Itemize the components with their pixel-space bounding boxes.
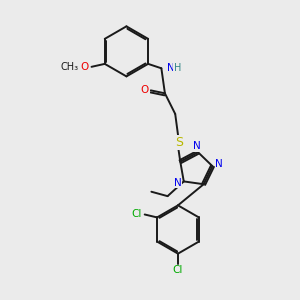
Text: N: N (174, 178, 182, 188)
Text: S: S (175, 136, 183, 149)
Text: N: N (215, 159, 223, 169)
Text: Cl: Cl (173, 266, 183, 275)
Text: O: O (141, 85, 149, 95)
Text: N: N (167, 63, 175, 73)
Text: N: N (193, 141, 201, 151)
Text: CH₃: CH₃ (60, 62, 79, 72)
Text: H: H (174, 63, 181, 73)
Text: Cl: Cl (131, 209, 142, 220)
Text: O: O (80, 62, 88, 72)
